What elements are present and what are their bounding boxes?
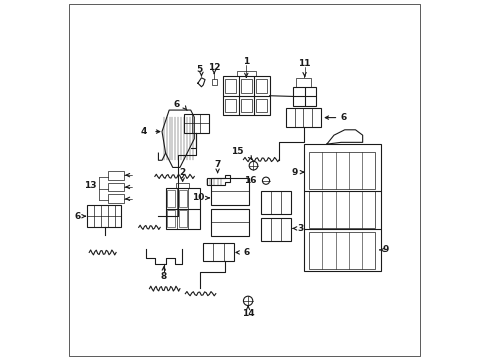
Bar [179, 210, 186, 227]
Text: 9: 9 [291, 168, 297, 177]
Bar [108, 183, 124, 192]
Bar [296, 78, 310, 87]
Text: 2: 2 [179, 168, 185, 177]
Text: 3: 3 [296, 224, 303, 233]
Text: 11: 11 [298, 59, 310, 68]
Bar [176, 183, 189, 188]
Bar [241, 79, 251, 93]
Bar [167, 190, 175, 207]
Bar [108, 194, 124, 203]
Bar [87, 205, 121, 227]
Bar [165, 188, 199, 229]
Bar [308, 232, 375, 269]
Bar [225, 79, 236, 93]
Text: 6: 6 [340, 113, 346, 122]
Text: 5: 5 [196, 65, 203, 74]
Text: 8: 8 [161, 271, 166, 280]
Polygon shape [162, 110, 194, 167]
Text: 6: 6 [74, 212, 81, 221]
Bar [237, 71, 255, 76]
Text: 7: 7 [214, 161, 221, 170]
Bar [308, 190, 375, 228]
Bar [303, 144, 380, 271]
Bar [167, 210, 175, 227]
Bar [292, 87, 316, 107]
Bar [211, 78, 217, 85]
Text: 14: 14 [241, 309, 254, 318]
Bar [203, 243, 233, 261]
Text: 10: 10 [192, 193, 204, 202]
Text: 15: 15 [231, 147, 243, 156]
Text: 9: 9 [382, 246, 388, 255]
Bar [108, 171, 124, 180]
Bar [211, 178, 248, 205]
Text: 13: 13 [84, 181, 96, 190]
Bar [256, 99, 267, 112]
Bar [179, 190, 186, 207]
Text: 12: 12 [207, 63, 220, 72]
Bar [260, 191, 290, 214]
Bar [211, 209, 248, 235]
Text: 1: 1 [243, 57, 249, 66]
Text: 4: 4 [141, 127, 147, 136]
Bar [225, 99, 236, 112]
Bar [183, 114, 208, 134]
Text: 6: 6 [243, 248, 249, 257]
Bar [256, 79, 267, 93]
Bar [223, 76, 269, 116]
Bar [241, 99, 251, 112]
Polygon shape [206, 175, 230, 185]
Bar [286, 108, 320, 127]
Text: 6: 6 [173, 100, 179, 109]
Text: 16: 16 [243, 176, 256, 185]
Bar [308, 152, 375, 189]
Bar [260, 218, 290, 241]
